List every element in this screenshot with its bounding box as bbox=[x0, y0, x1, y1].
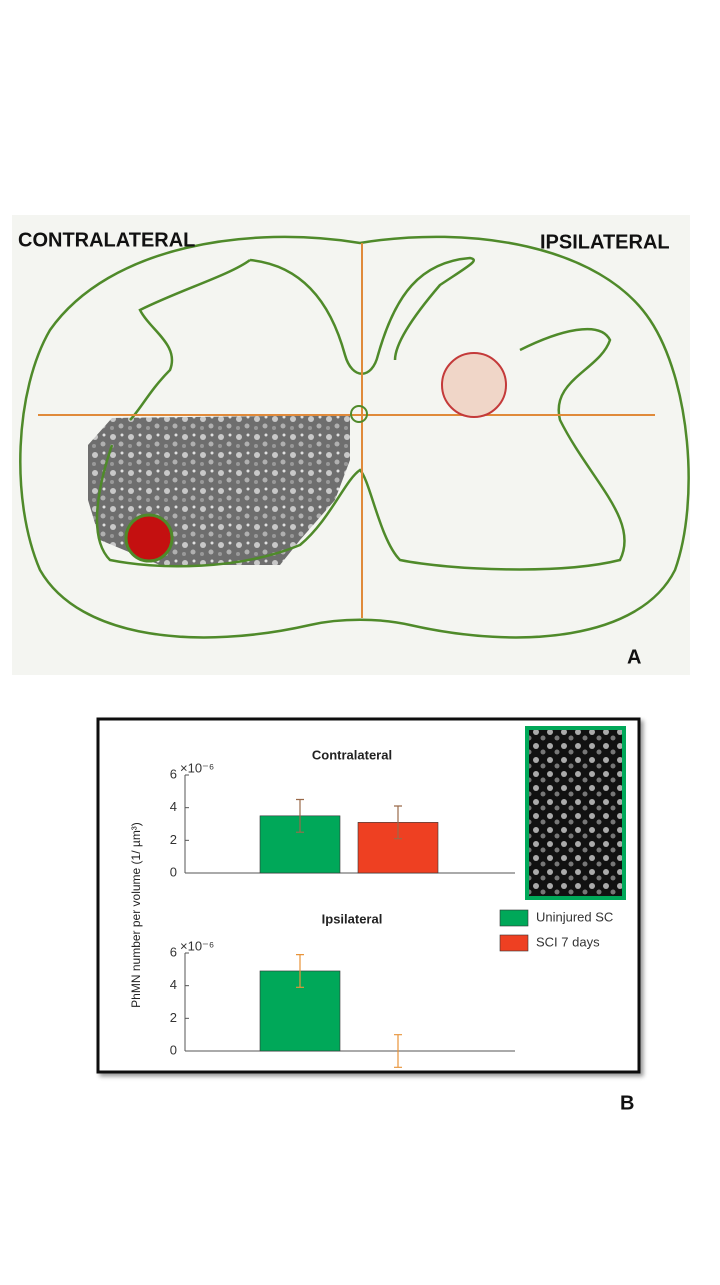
axis-multiplier: ×10⁻⁶ bbox=[180, 938, 214, 953]
y-tick-label: 2 bbox=[170, 1010, 177, 1025]
panel-a: CONTRALATERAL IPSILATERAL A bbox=[12, 215, 690, 675]
legend-swatch bbox=[499, 934, 529, 952]
y-tick-label: 6 bbox=[170, 766, 177, 781]
y-tick-label: 2 bbox=[170, 832, 177, 847]
central-canal bbox=[350, 405, 368, 423]
chart-title: Contralateral bbox=[312, 747, 392, 762]
lesion-marker bbox=[441, 352, 507, 418]
y-tick-label: 0 bbox=[170, 864, 177, 879]
panel-label: A bbox=[627, 646, 641, 668]
legend-label: Uninjured SC bbox=[536, 909, 613, 924]
y-tick-label: 6 bbox=[170, 944, 177, 959]
y-tick-label: 4 bbox=[170, 977, 177, 992]
gray-matter-outline bbox=[95, 256, 626, 571]
panel-label: B bbox=[620, 1092, 634, 1114]
axis-multiplier: ×10⁻⁶ bbox=[180, 760, 214, 775]
panel-b: PhMN number per volume (1/ µm³) B bbox=[96, 717, 641, 1114]
y-tick-label: 4 bbox=[170, 799, 177, 814]
legend-swatch bbox=[499, 909, 529, 927]
y-axis-label: PhMN number per volume (1/ µm³) bbox=[129, 822, 143, 1008]
ipsilateral-label: IPSILATERAL bbox=[540, 231, 670, 253]
error-bar bbox=[296, 798, 304, 833]
error-bar bbox=[394, 1034, 402, 1068]
legend-label: SCI 7 days bbox=[536, 934, 600, 949]
y-tick-label: 0 bbox=[170, 1042, 177, 1057]
error-bar bbox=[296, 954, 304, 988]
error-bar bbox=[394, 805, 402, 840]
motor-pool-marker bbox=[124, 513, 174, 563]
inset-image bbox=[525, 726, 626, 900]
white-matter-outline bbox=[19, 235, 690, 639]
chart-title: Ipsilateral bbox=[322, 911, 383, 926]
contralateral-label: CONTRALATERAL bbox=[18, 229, 195, 251]
